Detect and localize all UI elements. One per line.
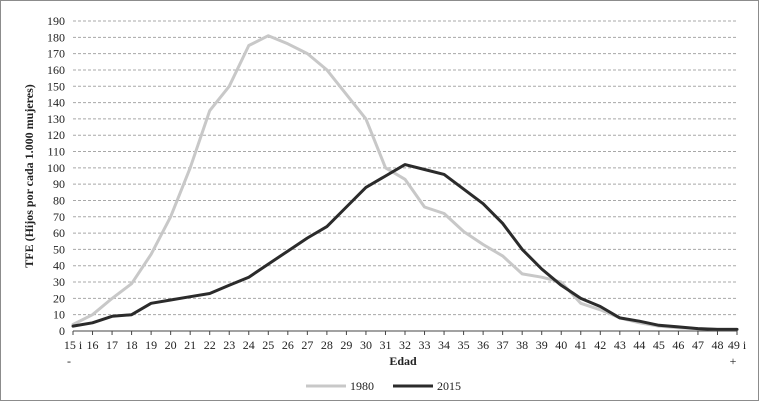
y-tick-label: 130 xyxy=(47,112,65,126)
x-tick-label: 39 xyxy=(536,338,548,352)
y-tick-label: 90 xyxy=(53,177,65,191)
x-tick-label: 25 xyxy=(262,338,274,352)
x-tick-label: 38 xyxy=(516,338,528,352)
y-tick-label: 60 xyxy=(53,226,65,240)
x-tick-label: 27 xyxy=(301,338,313,352)
x-tick-label: 35 xyxy=(458,338,470,352)
y-tick-label: 30 xyxy=(53,275,65,289)
series-line-2015 xyxy=(71,163,739,331)
x-tick-label: 41 xyxy=(575,338,587,352)
y-tick-label: 120 xyxy=(47,128,65,142)
x-tick-label-sub: - xyxy=(67,354,71,368)
y-tick-label: 170 xyxy=(47,47,65,61)
x-tick-label: 31 xyxy=(379,338,391,352)
x-tick-label: 16 xyxy=(87,338,99,352)
legend-label-1980: 1980 xyxy=(350,379,374,393)
y-tick-label: 190 xyxy=(47,14,65,28)
x-tick-label: 48 xyxy=(711,338,723,352)
x-tick-label: 19 xyxy=(145,338,157,352)
series-line-1980 xyxy=(71,34,739,331)
x-tick-label: 20 xyxy=(165,338,177,352)
legend: 1980 2015 xyxy=(306,379,461,393)
x-tick-label: 43 xyxy=(614,338,626,352)
y-tick-label: 110 xyxy=(47,145,65,159)
x-axis-title: Edad xyxy=(389,354,417,368)
x-tick-label: 23 xyxy=(223,338,235,352)
x-tick-label: 24 xyxy=(243,338,255,352)
x-axis-ticks: 15 i - 16 17 18 19 20 21 22 23 24 25 26 27 28 29 30 31 32 3… xyxy=(64,331,747,368)
x-tick-label: 28 xyxy=(321,338,333,352)
y-tick-label: 150 xyxy=(47,79,65,93)
y-tick-label: 140 xyxy=(47,96,65,110)
y-tick-label: 20 xyxy=(53,291,65,305)
y-tick-label: 50 xyxy=(53,242,65,256)
x-tick-label: 42 xyxy=(594,338,606,352)
x-tick-label: 21 xyxy=(184,338,196,352)
x-tick-label: 18 xyxy=(126,338,138,352)
series-lines xyxy=(71,34,739,331)
x-tick-label: 45 xyxy=(653,338,665,352)
x-tick-label: 36 xyxy=(477,338,489,352)
x-tick-label: 40 xyxy=(555,338,567,352)
x-tick-label: 26 xyxy=(282,338,294,352)
y-tick-label: 100 xyxy=(47,161,65,175)
x-tick-label: 22 xyxy=(204,338,216,352)
x-tick-label: 30 xyxy=(360,338,372,352)
y-axis-title: TFE (Hijos por cada 1.000 mujeres) xyxy=(22,84,36,268)
x-tick-label-sub: + xyxy=(730,354,737,368)
x-tick-label: 49 i xyxy=(728,338,747,352)
x-tick-label: 46 xyxy=(672,338,684,352)
legend-label-2015: 2015 xyxy=(437,379,461,393)
x-tick-label: 29 xyxy=(340,338,352,352)
x-tick-label: 15 i xyxy=(64,338,83,352)
x-tick-label: 37 xyxy=(497,338,509,352)
y-tick-label: 70 xyxy=(53,210,65,224)
y-tick-label: 0 xyxy=(59,324,65,338)
x-tick-label: 17 xyxy=(106,338,118,352)
x-tick-label: 44 xyxy=(633,338,645,352)
x-tick-label: 47 xyxy=(692,338,704,352)
x-tick-label: 34 xyxy=(438,338,450,352)
x-tick-label: 32 xyxy=(399,338,411,352)
x-tick-label: 33 xyxy=(419,338,431,352)
y-tick-label: 10 xyxy=(53,308,65,322)
y-tick-label: 40 xyxy=(53,259,65,273)
y-axis-ticks: 0 10 20 30 40 50 60 70 80 90 100 110 120 130 140 150 160… xyxy=(47,14,65,338)
y-tick-label: 180 xyxy=(47,30,65,44)
y-tick-label: 80 xyxy=(53,193,65,207)
y-tick-label: 160 xyxy=(47,63,65,77)
grid-lines xyxy=(73,20,737,332)
